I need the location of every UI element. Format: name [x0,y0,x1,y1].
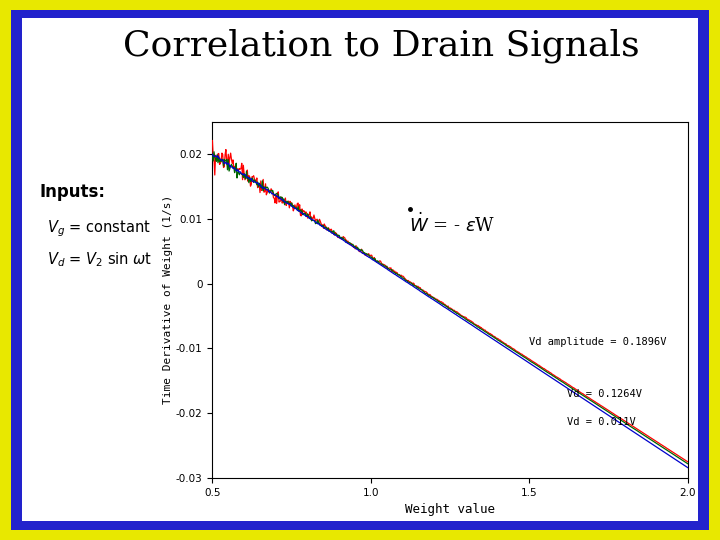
Text: $\dot{W}$ = - $\varepsilon$W: $\dot{W}$ = - $\varepsilon$W [409,212,495,235]
Text: Vd = 0.011V: Vd = 0.011V [567,417,636,427]
Text: Inputs:: Inputs: [40,183,106,201]
Text: Vd = 0.1264V: Vd = 0.1264V [567,389,642,399]
Y-axis label: Time Derivative of Weight (1/s): Time Derivative of Weight (1/s) [163,195,173,404]
Text: $V_d$ = $V_2$ sin $\omega$t: $V_d$ = $V_2$ sin $\omega$t [47,251,152,269]
X-axis label: Weight value: Weight value [405,503,495,516]
Text: Correlation to Drain Signals: Correlation to Drain Signals [123,29,640,63]
Text: Vd amplitude = 0.1896V: Vd amplitude = 0.1896V [529,337,667,347]
Text: $V_g$ = constant: $V_g$ = constant [47,218,150,239]
